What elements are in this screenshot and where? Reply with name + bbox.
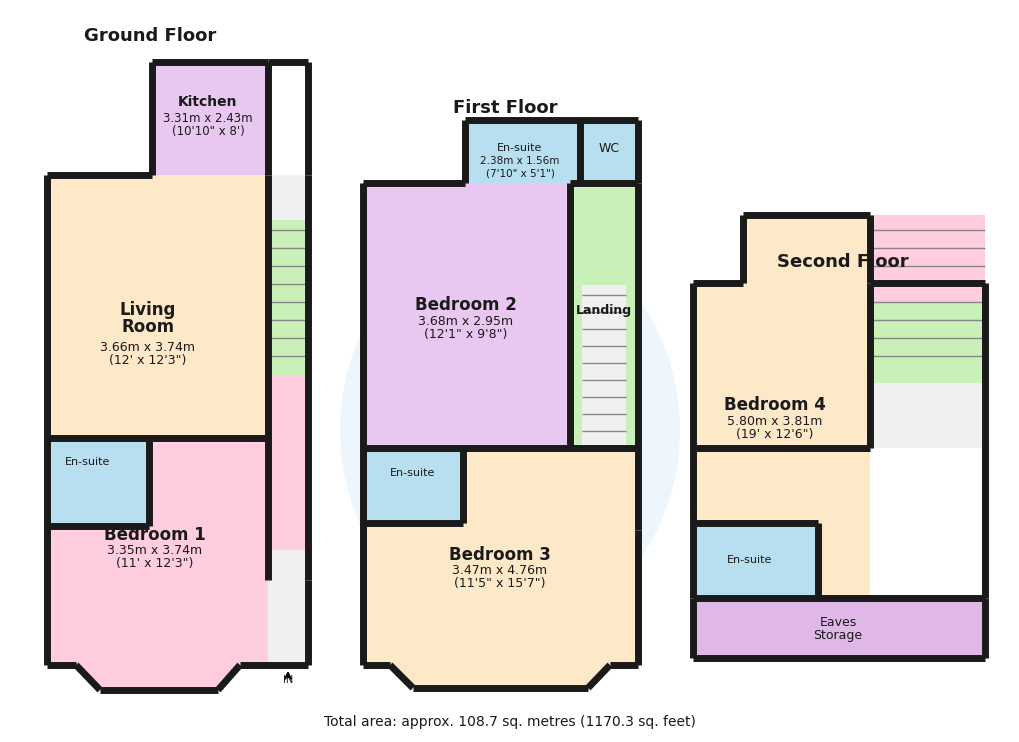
Bar xyxy=(869,215,984,448)
Text: Landing: Landing xyxy=(576,303,632,317)
Bar xyxy=(465,120,580,183)
Text: IN: IN xyxy=(282,675,292,685)
Bar xyxy=(692,523,817,598)
Text: Bedroom 2: Bedroom 2 xyxy=(415,296,517,314)
Text: (12' x 12'3"): (12' x 12'3") xyxy=(109,353,186,367)
Text: En-suite: En-suite xyxy=(727,555,772,565)
Text: Bedroom 4: Bedroom 4 xyxy=(723,396,825,414)
Text: 3.66m x 3.74m: 3.66m x 3.74m xyxy=(101,341,196,353)
Text: Bedroom 3: Bedroom 3 xyxy=(448,546,550,564)
Polygon shape xyxy=(47,580,268,690)
Bar xyxy=(869,303,984,383)
Text: Bedroom 1: Bedroom 1 xyxy=(104,526,206,544)
Bar xyxy=(363,448,463,523)
Text: (19' x 12'6"): (19' x 12'6") xyxy=(736,427,813,441)
Bar xyxy=(152,62,268,177)
Text: (12'1" x 9'8"): (12'1" x 9'8") xyxy=(424,327,507,341)
Bar xyxy=(47,175,268,438)
Bar xyxy=(47,438,268,665)
Text: (11'5" x 15'7"): (11'5" x 15'7") xyxy=(453,577,545,591)
Bar xyxy=(268,175,308,665)
Bar xyxy=(869,215,984,303)
Ellipse shape xyxy=(339,230,680,630)
Polygon shape xyxy=(363,530,637,688)
Text: En-suite: En-suite xyxy=(497,143,542,153)
Bar xyxy=(47,438,149,526)
Text: First Floor: First Floor xyxy=(452,99,556,117)
Text: 3.68m x 2.95m: 3.68m x 2.95m xyxy=(418,315,513,327)
Text: (10'10" x 8'): (10'10" x 8') xyxy=(171,125,245,137)
Text: Total area: approx. 108.7 sq. metres (1170.3 sq. feet): Total area: approx. 108.7 sq. metres (11… xyxy=(324,715,695,729)
Text: 3.31m x 2.43m: 3.31m x 2.43m xyxy=(163,111,253,125)
Text: (7'10" x 5'1"): (7'10" x 5'1") xyxy=(485,168,554,178)
Text: Storage: Storage xyxy=(812,629,862,643)
Text: En-suite: En-suite xyxy=(390,468,435,478)
Bar xyxy=(869,383,984,448)
Text: Second Floor: Second Floor xyxy=(776,253,908,271)
Bar xyxy=(268,375,308,550)
Text: Ground Floor: Ground Floor xyxy=(84,27,216,45)
Text: 2.38m x 1.56m: 2.38m x 1.56m xyxy=(480,156,559,166)
Bar xyxy=(363,183,570,448)
Bar xyxy=(268,220,308,375)
Text: WC: WC xyxy=(598,142,619,154)
Bar xyxy=(268,550,308,665)
Bar xyxy=(582,285,626,445)
Polygon shape xyxy=(268,580,308,665)
Text: Living: Living xyxy=(119,301,176,319)
Text: Kitchen: Kitchen xyxy=(178,95,237,109)
Bar xyxy=(570,183,637,448)
Text: En-suite: En-suite xyxy=(65,457,111,467)
Text: (11' x 12'3"): (11' x 12'3") xyxy=(116,557,194,571)
Text: 3.35m x 3.74m: 3.35m x 3.74m xyxy=(107,545,203,557)
Text: 3.47m x 4.76m: 3.47m x 4.76m xyxy=(452,565,547,577)
Bar xyxy=(742,215,869,283)
Bar xyxy=(692,598,984,658)
Bar xyxy=(692,283,869,598)
Text: Eaves: Eaves xyxy=(818,616,856,628)
Bar xyxy=(580,120,637,183)
Text: Room: Room xyxy=(121,318,174,336)
Bar xyxy=(363,448,637,598)
Text: 5.80m x 3.81m: 5.80m x 3.81m xyxy=(727,415,822,427)
